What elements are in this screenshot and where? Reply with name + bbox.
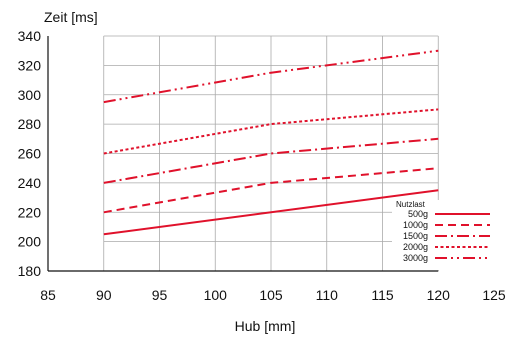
- x-tick-label: 115: [371, 287, 394, 303]
- x-tick-label: 95: [152, 287, 168, 303]
- x-tick-label: 105: [259, 287, 283, 303]
- legend-label-2000g: 2000g: [403, 242, 428, 252]
- x-tick-label: 120: [427, 287, 451, 303]
- x-tick-label: 90: [96, 287, 112, 303]
- y-tick-label: 340: [18, 28, 42, 44]
- legend-label-500g: 500g: [408, 209, 428, 219]
- y-tick-label: 260: [18, 146, 42, 162]
- series-line-1500g: [103, 137, 439, 184]
- tick-labels: 180 200 220 240 260 280 300 320 340 85 90 95 100 105 1…: [18, 28, 506, 303]
- series-line-1000g: [103, 167, 439, 214]
- series-lines: [103, 49, 439, 236]
- x-tick-label: 100: [204, 287, 228, 303]
- y-tick-label: 240: [18, 175, 42, 191]
- x-tick-label: 110: [316, 287, 339, 303]
- x-tick-label: 125: [482, 287, 506, 303]
- y-tick-label: 280: [18, 116, 42, 132]
- series-line-3000g: [103, 49, 439, 104]
- y-tick-label: 200: [18, 234, 42, 250]
- y-tick-label: 300: [18, 87, 42, 103]
- y-tick-label: 180: [18, 263, 42, 279]
- legend-label-1500g: 1500g: [403, 231, 428, 241]
- y-tick-label: 320: [18, 57, 42, 73]
- axes: [47, 36, 439, 272]
- series-line-500g: [103, 189, 439, 236]
- y-axis-title: Zeit [ms]: [44, 9, 98, 25]
- legend-label-1000g: 1000g: [403, 220, 428, 230]
- x-tick-label: 85: [40, 287, 56, 303]
- series-line-2000g: [103, 108, 439, 155]
- x-axis-title: Hub [mm]: [235, 318, 296, 334]
- grid: [103, 35, 439, 271]
- y-tick-label: 220: [18, 204, 42, 220]
- legend-title: Nutzlast: [396, 200, 426, 209]
- legend-label-3000g: 3000g: [403, 253, 428, 263]
